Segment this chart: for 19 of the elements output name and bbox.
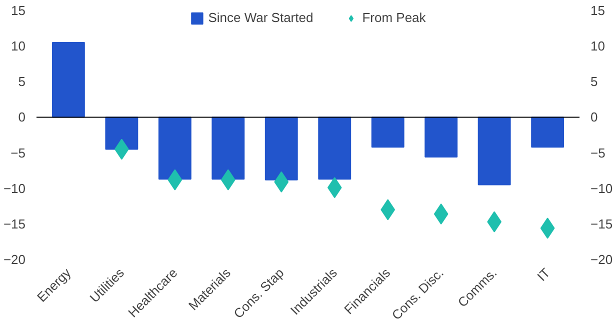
y2-tick-label: 15 [590,3,605,18]
y-tick-label: 15 [11,3,26,18]
y-tick-label: −20 [3,252,26,267]
y2-tick-label: −15 [590,216,613,232]
y-tick-label: −5 [10,145,26,160]
y-tick-label: 0 [18,110,26,125]
y2-tick-label: 0 [590,110,598,125]
y2-tick-label: −10 [590,180,613,196]
legend-label: From Peak [362,10,426,25]
y-tick-label: −10 [3,180,26,196]
x-tick-label: IT [534,265,553,284]
y2-tick-label: 5 [590,74,598,90]
legend-label: Since War Started [208,10,314,25]
y-tick-label: 10 [11,38,26,54]
y2-tick-label: −5 [590,145,606,160]
y-tick-label: −15 [3,216,26,232]
y-tick-label: 5 [18,74,26,90]
y2-tick-label: 10 [590,38,605,54]
y2-tick-label: −20 [590,252,613,267]
